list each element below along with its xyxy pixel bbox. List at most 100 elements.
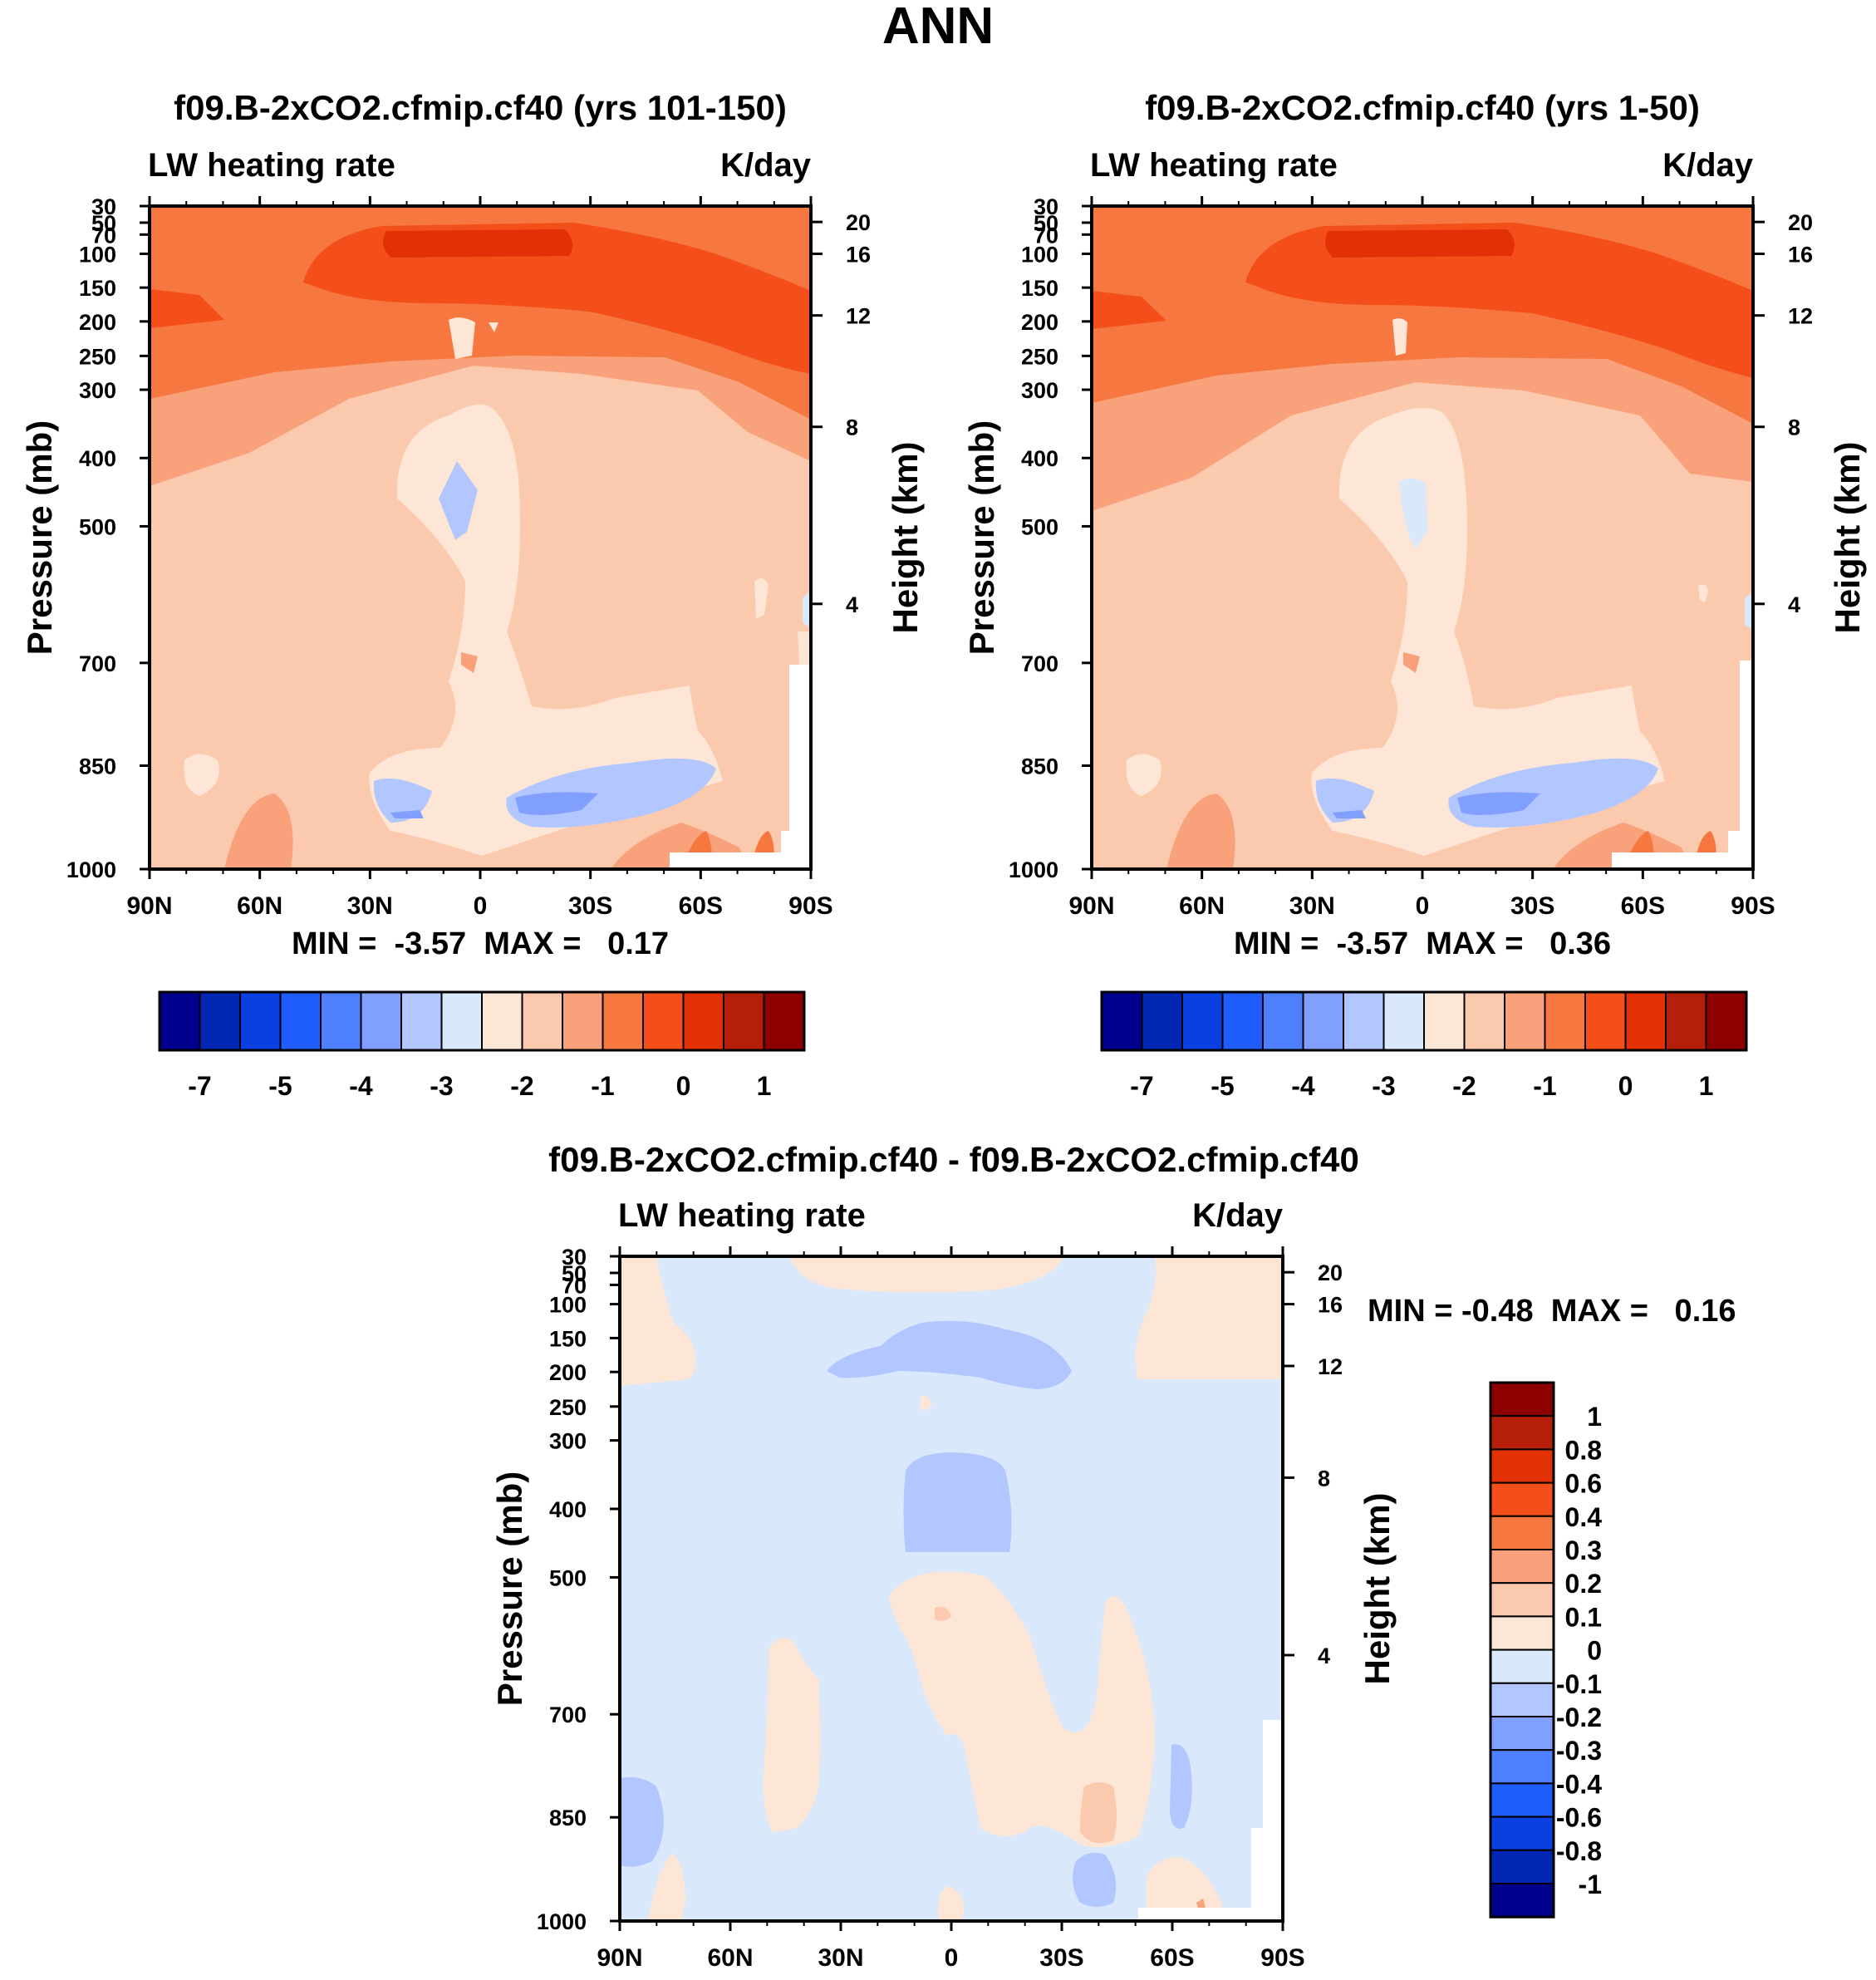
colorbar-label: -7 — [1130, 1071, 1153, 1101]
y2-axis-title: Height (km) — [886, 442, 925, 634]
y2-tick-label: 12 — [1318, 1354, 1343, 1379]
y2-tick-label: 16 — [846, 242, 871, 267]
colorbar-label: -4 — [1291, 1071, 1315, 1101]
y2-tick-label: 20 — [846, 210, 871, 235]
y-tick-label: 200 — [79, 310, 116, 335]
y-tick-label: 100 — [1021, 242, 1058, 267]
y2-axis-title: Height (km) — [1358, 1493, 1397, 1685]
y-tick-label: 150 — [1021, 276, 1058, 301]
y-tick-label: 400 — [549, 1497, 587, 1522]
colorbar-box — [279, 991, 322, 1051]
colorbar-label: -3 — [430, 1071, 453, 1101]
colorbar-box — [1490, 1648, 1554, 1684]
x-tick-label: 30N — [1289, 892, 1335, 920]
colorbar-box — [1584, 991, 1627, 1051]
x-tick-label: 90S — [788, 892, 832, 920]
colorbar-label: -0.3 — [1556, 1736, 1602, 1766]
x-tick-label: 0 — [1416, 892, 1430, 920]
colorbar-box — [1302, 991, 1344, 1051]
y2-tick-label: 4 — [1318, 1643, 1330, 1668]
colorbar-box — [481, 991, 523, 1051]
x-tick-label: 60S — [679, 892, 723, 920]
colorbar-box — [1490, 1782, 1554, 1818]
panel-c-stats: MIN = -0.48 MAX = 0.16 — [1368, 1294, 1736, 1329]
contour-fill — [889, 1571, 1155, 1848]
colorbar-box — [199, 991, 241, 1051]
contour-fill — [1092, 291, 1166, 329]
figure-title: ANN — [882, 0, 994, 55]
contour-fill — [1166, 793, 1235, 869]
x-tick-label: 60S — [1150, 1944, 1194, 1972]
colorbar-box — [723, 991, 765, 1051]
y2-tick-label: 8 — [1318, 1466, 1330, 1491]
contour-fill — [763, 1638, 821, 1832]
panel-b-units-label: K/day — [1662, 147, 1754, 184]
contour-fill — [620, 1776, 664, 1867]
colorbar-label: 1 — [1699, 1071, 1714, 1101]
colorbar-box — [1221, 991, 1264, 1051]
y-tick-label: 200 — [549, 1360, 587, 1385]
colorbar-box — [440, 991, 483, 1051]
colorbar-box — [1490, 1615, 1554, 1651]
colorbar-label: 0.6 — [1565, 1469, 1602, 1499]
y-axis-title: Pressure (mb) — [20, 420, 59, 655]
colorbar-box — [602, 991, 644, 1051]
panel-b-variable-label: LW heating rate — [1090, 147, 1338, 184]
colorbar-box — [1705, 991, 1747, 1051]
contour-fill — [921, 1395, 932, 1411]
y2-tick-label: 16 — [1788, 242, 1813, 267]
y2-tick-label: 4 — [846, 592, 858, 617]
colorbar-box — [1665, 991, 1707, 1051]
colorbar-label: 0 — [1587, 1636, 1602, 1666]
colorbar-box — [1382, 991, 1425, 1051]
y-tick-label: 850 — [549, 1806, 587, 1830]
y-tick-label: 700 — [549, 1702, 587, 1727]
colorbar-box — [1504, 991, 1546, 1051]
colorbar-label: 1 — [757, 1071, 772, 1101]
colorbar-box — [562, 991, 604, 1051]
colorbar-label: -0.2 — [1556, 1702, 1602, 1732]
contour-fill — [1170, 1744, 1192, 1829]
y-tick-label: 400 — [1021, 446, 1058, 471]
x-tick-label: 90N — [126, 892, 172, 920]
y2-tick-label: 8 — [1788, 415, 1800, 440]
y-tick-label: 100 — [79, 242, 116, 267]
y-tick-label: 1000 — [66, 857, 116, 882]
contour-fill — [1245, 223, 1753, 378]
missing-data — [1740, 661, 1753, 869]
colorbar-box — [400, 991, 443, 1051]
colorbar-label: -1 — [1533, 1071, 1556, 1101]
y-tick-label: 30 — [562, 1245, 587, 1270]
colorbar-label: -2 — [1452, 1071, 1476, 1101]
contour-fill — [1073, 1852, 1117, 1907]
panel-a-title: f09.B-2xCO2.cfmip.cf40 (yrs 101-150) — [174, 88, 787, 127]
contour-fill — [754, 578, 769, 619]
y-tick-label: 300 — [1021, 378, 1058, 403]
x-tick-label: 30N — [818, 1944, 863, 1972]
missing-data — [670, 852, 811, 869]
contour-fill — [303, 223, 811, 374]
x-tick-label: 90N — [1068, 892, 1114, 920]
panel-c-contour-field — [620, 1256, 1283, 1921]
contour-fill — [648, 1853, 685, 1921]
colorbar-box — [1343, 991, 1385, 1051]
colorbar-box — [1624, 991, 1667, 1051]
x-tick-label: 60N — [237, 892, 282, 920]
contour-fill — [150, 289, 224, 328]
x-tick-label: 0 — [474, 892, 488, 920]
contour-fill — [184, 754, 219, 796]
colorbar-box — [1141, 991, 1183, 1051]
colorbar-box — [1490, 1883, 1554, 1919]
missing-data — [1728, 831, 1753, 869]
contour-fill — [461, 652, 478, 673]
colorbar-box — [642, 991, 685, 1051]
contour-fill — [224, 793, 293, 869]
colorbar-label: -7 — [188, 1071, 211, 1101]
x-tick-label: 0 — [945, 1944, 959, 1972]
contour-fill — [620, 1256, 696, 1386]
colorbar-box — [521, 991, 563, 1051]
x-tick-label: 30N — [347, 892, 393, 920]
contour-fill — [515, 792, 598, 815]
y-tick-label: 70 — [91, 223, 116, 248]
